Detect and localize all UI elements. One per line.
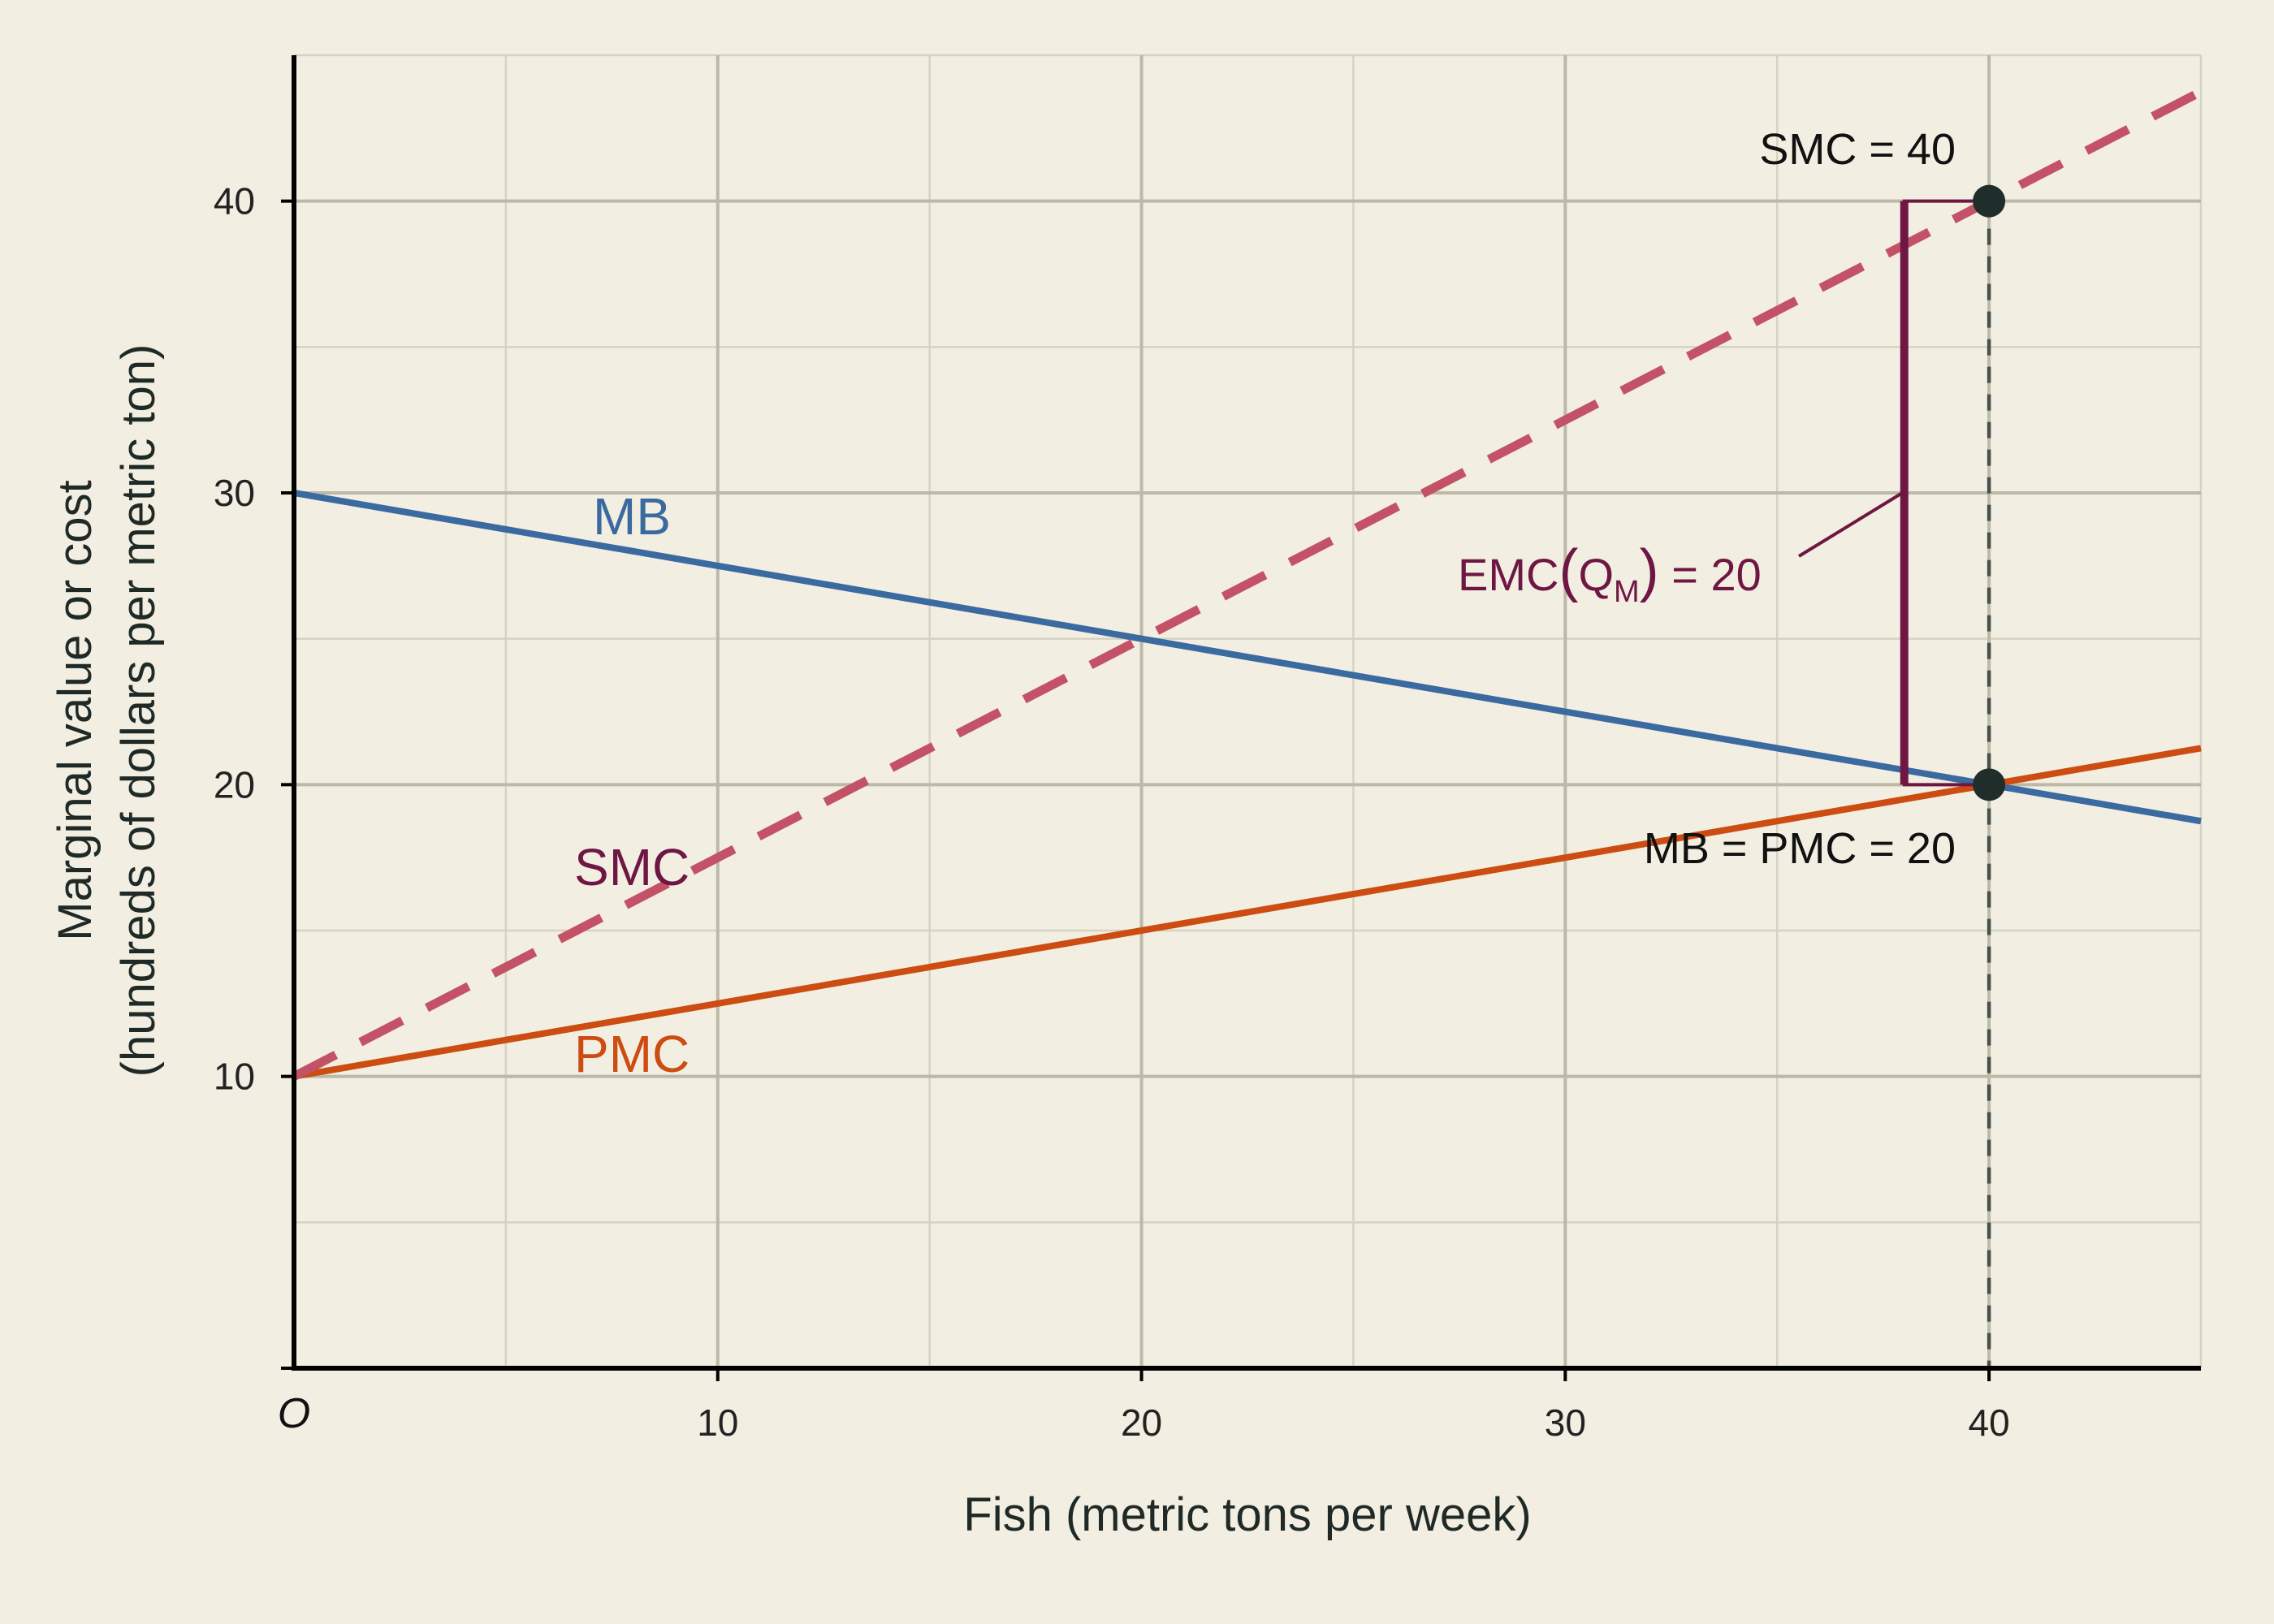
y-axis-title-line1: Marginal value or cost [49,480,102,940]
annotation-layer [1797,184,2006,1368]
y-tick-label: 10 [214,1056,255,1098]
emc-close-paren: ) [1640,538,1659,603]
point-marker-2 [1973,768,2006,801]
emc-subscript: M [1614,575,1640,609]
x-tick-label: 30 [1545,1402,1586,1444]
series-layer [292,88,2203,1081]
x-tick-label: 20 [1121,1402,1162,1444]
y-axis-title-line2: (hundreds of dollars per metric ton) [112,344,165,1078]
y-tick-label: 40 [214,180,255,222]
y-tick-label: 20 [214,763,255,806]
x-tick-label: 40 [1969,1402,2010,1444]
x-tick-label: 10 [697,1402,738,1444]
emc-prefix: EMC [1458,549,1559,600]
series-label-smc: SMC [574,838,690,896]
series-line-pmc [293,745,2202,1080]
y-tick-label: 30 [214,472,255,514]
x-axis-title: Fish (metric tons per week) [963,1488,1531,1541]
grid-minor [294,54,2203,1368]
series-line-mb [293,490,2202,825]
origin-label: O [278,1390,310,1437]
emc-open-paren: ( [1559,538,1578,603]
emc-leader-line [1797,492,1902,558]
axes-layer: 10 20 30 40 10 20 30 40 [214,55,2201,1444]
series-label-pmc: PMC [574,1025,690,1083]
annotation-smc-40: SMC = 40 [1759,125,1956,174]
series-line-smc [292,88,2203,1081]
point-marker-1 [1973,184,2006,218]
annotation-emc: EMC(QM) = 20 [1458,538,1762,609]
annotation-mb-pmc-20: MB = PMC = 20 [1644,824,1956,873]
series-label-mb: MB [593,487,671,546]
emc-suffix: = 20 [1659,549,1762,600]
emc-q: Q [1578,549,1614,600]
